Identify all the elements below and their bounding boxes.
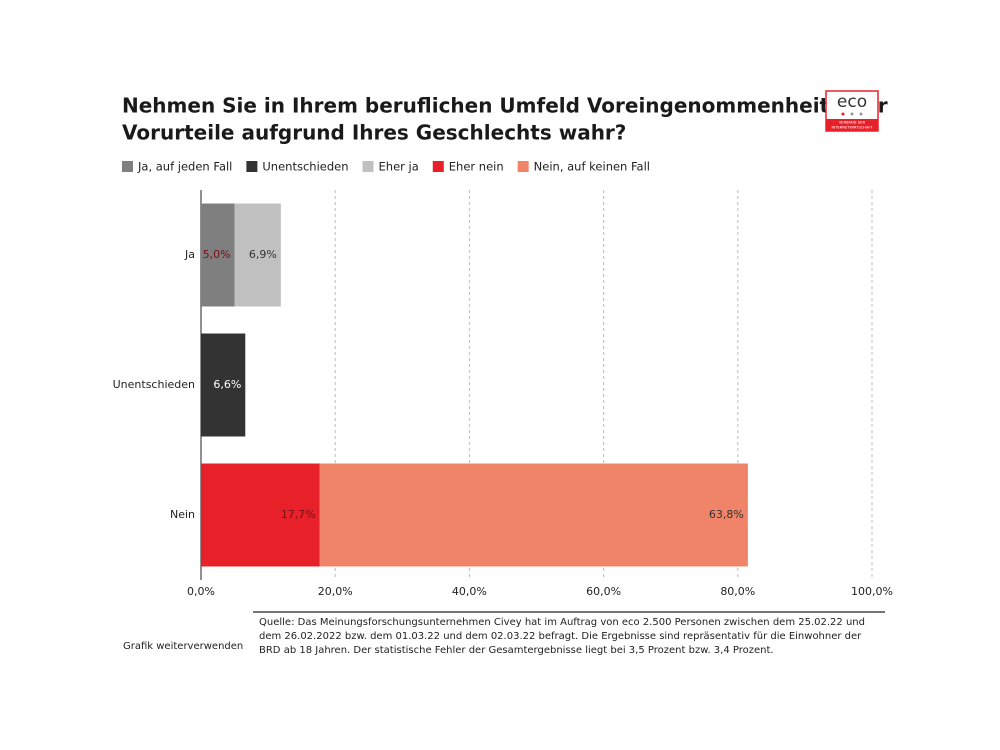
logo-dot	[859, 112, 863, 116]
value-label: 63,8%	[709, 508, 744, 521]
chart-title: Vorurteile aufgrund Ihres Geschlechts wa…	[122, 121, 626, 145]
legend-swatch	[432, 161, 444, 172]
legend-label: Nein, auf keinen Fall	[534, 160, 650, 174]
logo-dot	[850, 112, 854, 116]
bar-segment	[201, 203, 235, 307]
x-tick-label: 100,0%	[851, 585, 893, 598]
category-label: Nein	[170, 508, 195, 521]
value-label: 6,6%	[213, 378, 241, 391]
bar-segment	[234, 203, 281, 307]
chart-title: Nehmen Sie in Ihrem beruflichen Umfeld V…	[122, 94, 888, 118]
source-note: Quelle: Das Meinungsforschungsunternehme…	[259, 617, 865, 656]
x-tick-label: 0,0%	[187, 585, 215, 598]
logo: eco VERBAND DER INTERNETWIRTSCHAFT	[825, 90, 879, 132]
legend-label: Ja, auf jeden Fall	[137, 160, 232, 174]
logo-subtitle: VERBAND DER	[839, 121, 866, 125]
logo-band	[826, 119, 878, 131]
bar-segment	[319, 463, 748, 567]
bar-segment	[201, 333, 246, 437]
category-label: Unentschieden	[113, 378, 195, 391]
reuse-link[interactable]: Grafik weiterverwenden	[123, 641, 244, 652]
x-tick-label: 40,0%	[452, 585, 487, 598]
legend-label: Eher nein	[449, 160, 504, 174]
value-label: 17,7%	[281, 508, 316, 521]
legend-swatch	[122, 161, 133, 172]
legend-swatch	[362, 161, 374, 172]
logo-text: eco	[837, 92, 867, 112]
value-label: 5,0%	[203, 248, 231, 261]
x-tick-label: 60,0%	[586, 585, 621, 598]
x-tick-label: 80,0%	[720, 585, 755, 598]
legend-swatch	[517, 161, 529, 172]
bar-segment	[201, 463, 320, 567]
legend-label: Unentschieden	[262, 160, 348, 174]
logo-dot	[841, 112, 845, 116]
category-label: Ja	[184, 248, 195, 261]
legend-label: Eher ja	[379, 160, 419, 174]
logo-subtitle: INTERNETWIRTSCHAFT	[831, 126, 873, 130]
legend-swatch	[246, 161, 258, 172]
x-tick-label: 20,0%	[318, 585, 353, 598]
value-label: 6,9%	[249, 248, 277, 261]
